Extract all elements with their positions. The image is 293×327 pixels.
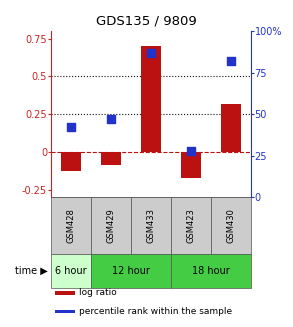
Bar <box>91 197 131 254</box>
Bar <box>51 197 91 254</box>
Bar <box>55 310 75 313</box>
Point <box>228 58 233 63</box>
Text: GSM433: GSM433 <box>146 208 155 243</box>
Bar <box>131 197 171 254</box>
Bar <box>141 46 161 152</box>
Text: GSM430: GSM430 <box>226 208 235 243</box>
Bar <box>91 254 171 288</box>
Point <box>69 125 74 130</box>
Bar <box>101 152 121 165</box>
Bar <box>211 197 251 254</box>
Text: 12 hour: 12 hour <box>112 266 150 276</box>
Text: GSM428: GSM428 <box>67 208 76 243</box>
Text: GSM429: GSM429 <box>107 208 115 243</box>
Bar <box>61 152 81 171</box>
Text: GDS135 / 9809: GDS135 / 9809 <box>96 15 197 28</box>
Point <box>109 116 113 122</box>
Text: 18 hour: 18 hour <box>192 266 229 276</box>
Point <box>149 50 153 55</box>
Bar <box>171 254 251 288</box>
Bar <box>221 104 241 152</box>
Text: percentile rank within the sample: percentile rank within the sample <box>79 307 232 316</box>
Text: 6 hour: 6 hour <box>55 266 87 276</box>
Point <box>188 148 193 153</box>
Bar <box>55 291 75 295</box>
Bar <box>181 152 201 178</box>
Text: time ▶: time ▶ <box>15 266 47 276</box>
Bar <box>51 254 91 288</box>
Text: GSM423: GSM423 <box>186 208 195 243</box>
Text: log ratio: log ratio <box>79 288 117 297</box>
Bar <box>171 197 211 254</box>
